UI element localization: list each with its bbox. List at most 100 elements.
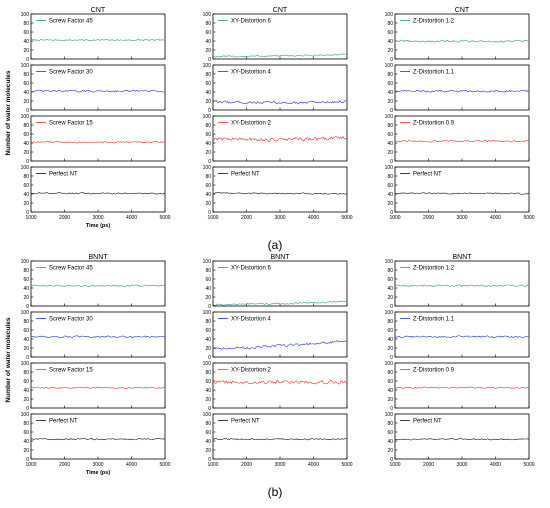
y-tick-label: 0 [208,355,211,361]
y-tick-label: 0 [26,108,29,114]
y-tick-label: 60 [205,277,211,283]
y-tick-label: 20 [387,99,393,105]
subplot-xy-distortion-2: 0 20 40 60 80 100 XY-Distortion 2 [203,361,348,412]
y-tick-label: 20 [387,201,393,207]
y-tick-label: 40 [205,439,211,445]
y-tick-label: 0 [390,457,393,463]
x-tick-label: 5000 [159,215,170,221]
y-tick-label: 20 [387,295,393,301]
y-tick-label: 40 [387,337,393,343]
series-line [394,192,530,195]
y-tick-label: 60 [23,30,29,36]
x-tick-label: 1000 [389,462,400,468]
legend-label-2: XY-Distortion 4 [231,317,271,323]
legend-label-3: XY-Distortion 2 [231,121,271,127]
x-axis-label: Time (ps) [86,223,111,229]
y-tick-label: 20 [23,99,29,105]
series-line [30,335,166,339]
y-tick-label: 60 [23,81,29,87]
x-tick-label: 5000 [523,462,534,468]
legend-label-1: Screw Factor 45 [49,266,93,272]
y-tick-label: 60 [205,81,211,87]
x-tick-label: 1000 [25,462,36,468]
y-tick-label: 40 [387,388,393,394]
subplot-z-distortion-1-2: 0 20 40 60 80 100 Z-Distortion 1.2 [385,259,530,310]
y-tick-label: 40 [205,39,211,45]
y-tick-label: 80 [23,174,29,180]
x-tick-label: 1000 [207,462,218,468]
series-line [30,284,166,287]
subplot-xy-distortion-4: 0 20 40 60 80 100 XY-Distortion 4 [203,310,348,361]
subplot-perfect-nt: 0 20 40 60 80 100 1000 2000 3000 4000 5000 Perfect … [385,165,535,221]
y-tick-label: 60 [205,328,211,334]
y-tick-label: 0 [390,57,393,63]
y-tick-label: 20 [23,150,29,156]
chart-title: BNNT [452,254,472,261]
x-tick-label: 4000 [308,215,319,221]
y-tick-label: 0 [208,457,211,463]
y-tick-label: 20 [205,150,211,156]
y-tick-label: 80 [23,319,29,325]
x-tick-label: 3000 [456,215,467,221]
y-tick-label: 40 [387,286,393,292]
y-tick-label: 100 [385,12,394,18]
y-tick-label: 40 [205,192,211,198]
x-tick-label: 3000 [274,462,285,468]
y-tick-label: 40 [23,337,29,343]
y-tick-label: 20 [387,48,393,54]
series-line [30,438,166,441]
y-tick-label: 20 [387,448,393,454]
y-tick-label: 100 [385,114,394,120]
y-tick-label: 60 [387,30,393,36]
y-tick-label: 0 [390,355,393,361]
legend-label-3: XY-Distortion 2 [231,368,271,374]
y-tick-label: 40 [23,286,29,292]
subplot-xy-distortion-6: 0 20 40 60 80 100 XY-Distortion 6 [203,259,348,310]
y-tick-label: 100 [385,412,394,418]
subplot-z-distortion-1-2: 0 20 40 60 80 100 Z-Distortion 1.2 [385,12,530,63]
x-tick-label: 5000 [159,462,170,468]
subplot-z-distortion-0-9: 0 20 40 60 80 100 Z-Distortion 0.9 [385,114,530,165]
y-tick-label: 80 [23,268,29,274]
y-tick-label: 100 [203,361,212,367]
y-tick-label: 40 [23,90,29,96]
y-tick-label: 80 [387,123,393,129]
x-axis-label: Time (ps) [86,470,111,476]
series-line [212,340,348,350]
x-tick-label: 5000 [341,462,352,468]
y-tick-label: 20 [23,346,29,352]
x-tick-label: 2000 [423,462,434,468]
y-axis-label: Number of water molecules [5,317,12,402]
y-tick-label: 100 [203,63,212,69]
y-tick-label: 20 [205,448,211,454]
subplot-screw-factor-30: 0 20 40 60 80 100 Screw Factor 30 [21,63,166,114]
subplot-z-distortion-0-9: 0 20 40 60 80 100 Z-Distortion 0.9 [385,361,530,412]
y-tick-label: 20 [205,48,211,54]
y-tick-label: 60 [387,81,393,87]
y-tick-label: 40 [205,141,211,147]
y-tick-label: 40 [387,141,393,147]
y-tick-label: 0 [390,108,393,114]
subplot-screw-factor-45: 0 20 40 60 80 100 Screw Factor 45 [21,12,166,63]
legend-label-2: XY-Distortion 4 [231,70,271,76]
subplot-screw-factor-15: 0 20 40 60 80 100 Screw Factor 15 [21,361,166,412]
y-tick-label: 100 [21,12,30,18]
chart-b-col2: BNNT 0 20 40 60 80 100 XY-Distortion 6 0 20 40 60 80… [203,254,353,468]
y-tick-label: 60 [387,328,393,334]
chart-title: BNNT [88,254,108,261]
series-line [394,39,529,43]
series-line [212,379,348,385]
y-axis-label: Number of water molecules [5,70,12,155]
y-tick-label: 80 [23,370,29,376]
legend-label-4: Perfect NT [231,172,260,178]
y-tick-label: 100 [21,310,30,316]
y-tick-label: 20 [23,295,29,301]
y-tick-label: 60 [23,183,29,189]
subplot-perfect-nt: 0 20 40 60 80 100 1000 2000 3000 4000 5000 Perfect … [385,412,535,468]
y-tick-label: 60 [23,379,29,385]
subplot-perfect-nt: 0 20 40 60 80 100 1000 2000 3000 4000 5000 Perfect … [21,165,171,221]
legend-label-4: Perfect NT [413,419,442,425]
y-tick-label: 60 [387,277,393,283]
legend-label-3: Screw Factor 15 [49,121,93,127]
y-tick-label: 60 [23,277,29,283]
